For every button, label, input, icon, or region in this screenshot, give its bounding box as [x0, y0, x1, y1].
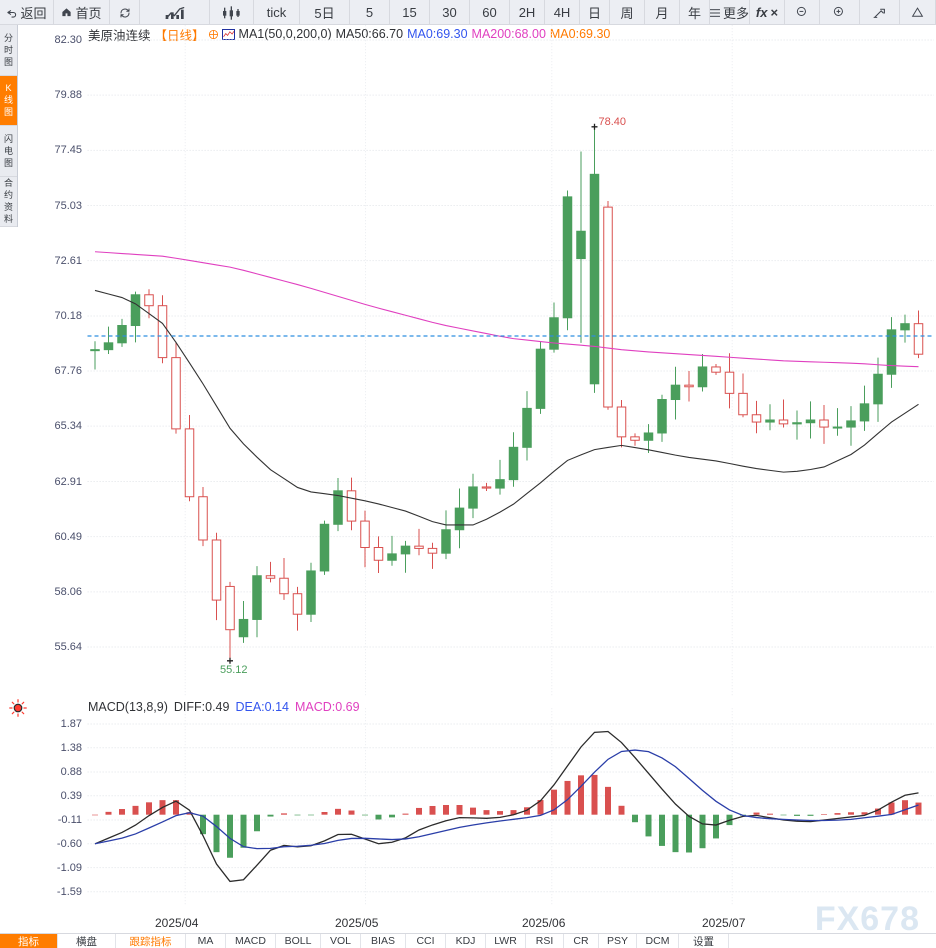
- svg-text:78.40: 78.40: [599, 116, 627, 128]
- svg-text:55.12: 55.12: [220, 664, 248, 676]
